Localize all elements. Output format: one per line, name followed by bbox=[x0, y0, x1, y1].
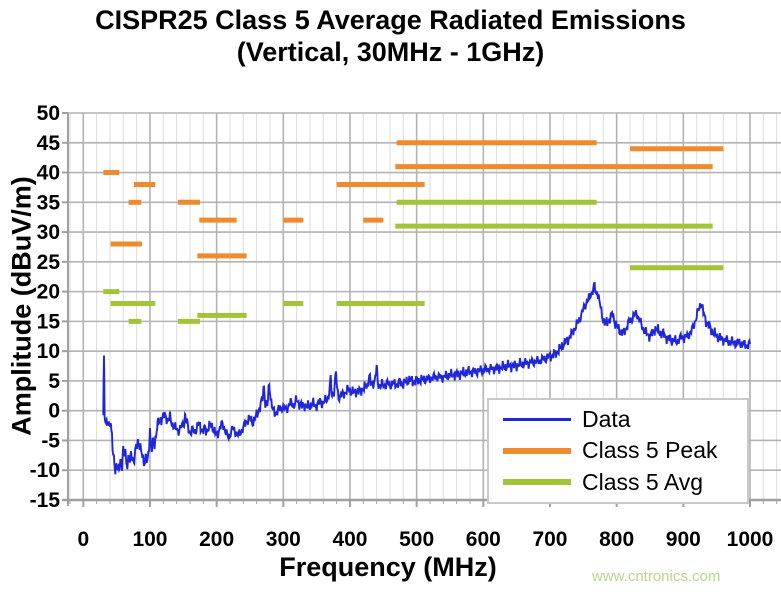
y-tick-label: 50 bbox=[37, 102, 60, 125]
x-tick-label: 300 bbox=[266, 528, 301, 551]
legend: Data Class 5 Peak Class 5 Avg bbox=[487, 398, 749, 504]
x-tick-label: 100 bbox=[132, 528, 167, 551]
y-tick-label: 0 bbox=[48, 400, 60, 423]
x-tick-label: 200 bbox=[199, 528, 234, 551]
x-tick-labels: 0 100 200 300 400 500 600 700 800 900 1000 bbox=[77, 528, 773, 551]
x-tick-label: 600 bbox=[466, 528, 501, 551]
legend-item-data: Data bbox=[503, 405, 747, 435]
legend-label: Data bbox=[582, 406, 631, 433]
y-tick-label: 15 bbox=[37, 310, 61, 333]
x-tick-label: 400 bbox=[332, 528, 367, 551]
watermark: www.cntronics.com bbox=[592, 568, 721, 585]
y-tick-label: 45 bbox=[37, 132, 61, 155]
y-tick-labels: -15 -10 -5 0 5 10 15 20 25 30 35 40 45 50 bbox=[30, 102, 61, 512]
data-line-swatch bbox=[503, 418, 571, 422]
y-tick-label: 20 bbox=[37, 281, 60, 304]
y-tick-label: 10 bbox=[37, 340, 60, 363]
legend-label: Class 5 Peak bbox=[582, 437, 718, 464]
chart-title-line2: (Vertical, 30MHz - 1GHz) bbox=[236, 37, 545, 67]
y-tick-label: -15 bbox=[30, 489, 61, 512]
x-tick-label: 700 bbox=[532, 528, 567, 551]
limit-series-class-5-peak bbox=[103, 140, 724, 259]
y-tick-label: 30 bbox=[37, 221, 60, 244]
chart-title-line1: CISPR25 Class 5 Average Radiated Emissio… bbox=[95, 5, 686, 35]
x-axis-title: Frequency (MHz) bbox=[279, 552, 497, 582]
avg-line-swatch bbox=[503, 479, 571, 486]
data-series bbox=[102, 281, 751, 475]
peak-line-swatch bbox=[503, 447, 571, 454]
x-tick-label: 1000 bbox=[727, 528, 774, 551]
legend-item-class5-peak: Class 5 Peak bbox=[503, 436, 747, 466]
y-tick-label: -5 bbox=[41, 429, 60, 452]
y-axis-title: Amplitude (dBuV/m) bbox=[6, 176, 37, 436]
y-tick-label: -10 bbox=[30, 459, 60, 482]
y-tick-label: 35 bbox=[37, 191, 61, 214]
limit-series-class-5-avg bbox=[103, 199, 724, 324]
x-tick-label: 800 bbox=[599, 528, 634, 551]
x-tick-label: 500 bbox=[399, 528, 434, 551]
legend-item-class5-avg: Class 5 Avg bbox=[503, 467, 747, 497]
x-tick-label: 900 bbox=[666, 528, 701, 551]
y-tick-label: 25 bbox=[37, 251, 61, 274]
y-tick-label: 5 bbox=[48, 370, 60, 393]
x-tick-label: 0 bbox=[77, 528, 89, 551]
y-tick-label: 40 bbox=[37, 162, 60, 185]
legend-label: Class 5 Avg bbox=[582, 468, 704, 495]
